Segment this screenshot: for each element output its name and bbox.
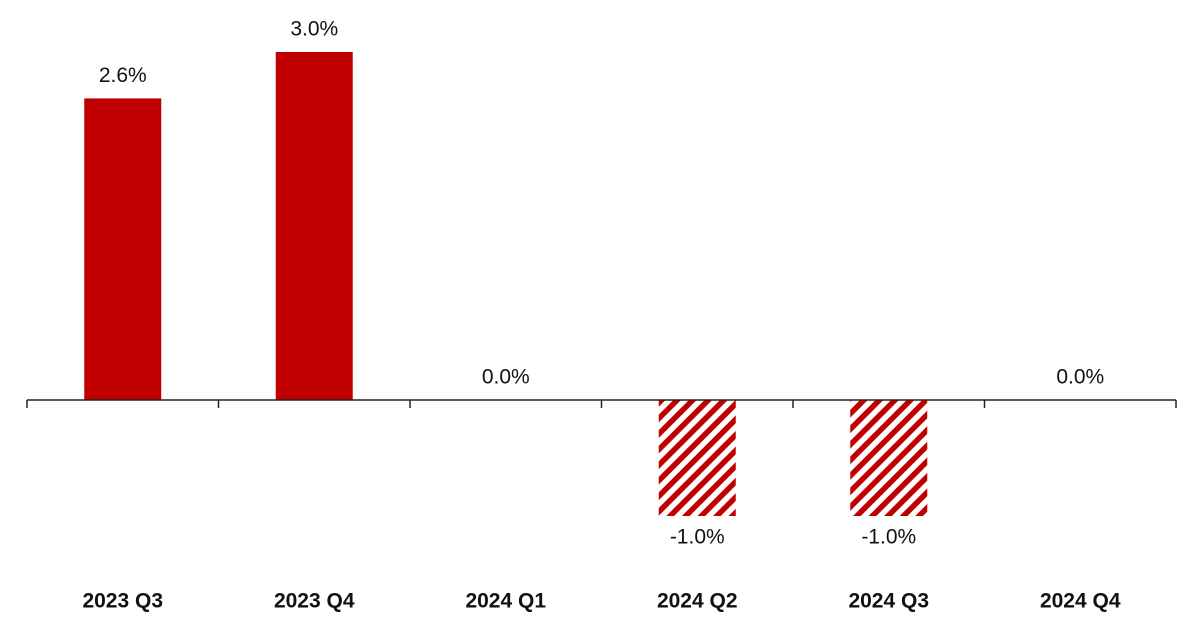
value-label: -1.0% [861,526,916,549]
bar [275,52,353,400]
x-tick-label: 2024 Q4 [1040,590,1121,613]
x-tick-label: 2024 Q2 [657,590,738,613]
value-label: -1.0% [670,526,725,549]
value-label: 0.0% [482,366,530,389]
x-tick-label: 2024 Q1 [465,590,546,613]
bar [658,400,736,516]
value-label: 3.0% [290,18,338,41]
x-tick-label: 2023 Q3 [82,590,163,613]
bar [84,98,162,401]
value-label: 2.6% [99,64,147,87]
value-label: 0.0% [1056,366,1104,389]
x-tick-label: 2024 Q3 [848,590,929,613]
x-tick-label: 2023 Q4 [274,590,355,613]
bar [850,400,928,516]
